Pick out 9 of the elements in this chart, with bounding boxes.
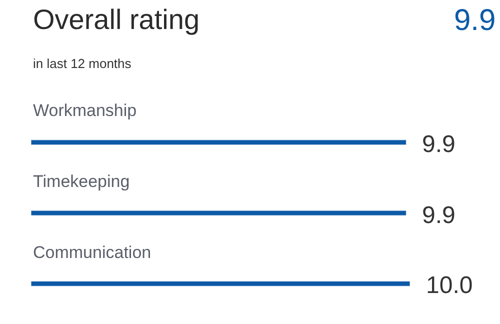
y-tick-label: Communication — [33, 243, 152, 262]
text: 9.9 — [454, 4, 496, 37]
data-label: 10.0 — [426, 272, 473, 299]
data-label: 9.9 — [422, 131, 456, 158]
chart-title: Overall rating — [33, 4, 200, 35]
chart-subtitle: in last 12 months — [33, 56, 132, 71]
y-tick-label: Workmanship — [33, 101, 137, 120]
data-label: 9.9 — [422, 202, 456, 229]
y-tick-label: Timekeeping — [33, 172, 130, 191]
